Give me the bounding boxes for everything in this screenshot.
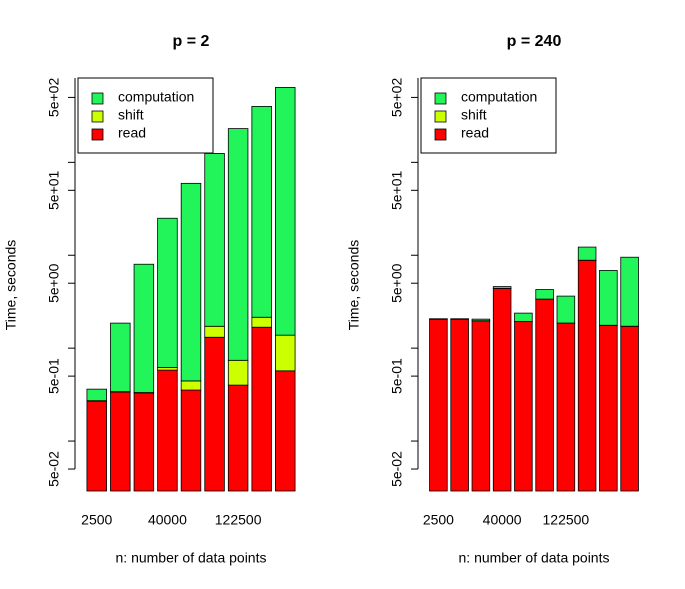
bar-segment xyxy=(275,370,296,492)
bar-segment xyxy=(180,389,202,492)
bar-segment xyxy=(204,153,225,327)
legend-label: shift xyxy=(118,107,144,123)
x-tick-label: 2500 xyxy=(423,512,454,528)
bar-segment xyxy=(227,359,249,386)
bar-segment xyxy=(514,321,533,492)
y-tick-label: 5e+01 xyxy=(46,170,62,210)
bar-segment xyxy=(110,391,131,492)
bar-segment xyxy=(599,324,618,492)
bar-segment xyxy=(251,326,272,492)
legend-label: computation xyxy=(461,89,537,105)
x-tick-label: 122500 xyxy=(543,512,590,528)
y-axis-title: Time, seconds xyxy=(3,240,19,331)
x-tick-label: 2500 xyxy=(81,512,112,528)
legend-swatch xyxy=(91,128,104,141)
y-tick-label: 5e-01 xyxy=(389,358,405,394)
x-tick-label: 40000 xyxy=(148,512,187,528)
y-tick-label: 5e+02 xyxy=(389,78,405,118)
bar-segment xyxy=(204,325,225,338)
bar-segment xyxy=(275,87,296,336)
legend-swatch xyxy=(434,92,447,105)
bar-segment xyxy=(86,400,107,492)
legend-swatch xyxy=(434,128,447,141)
bar-segment xyxy=(535,289,554,300)
bar-segment xyxy=(133,392,155,492)
y-tick-label: 5e+00 xyxy=(389,263,405,303)
bar-segment xyxy=(577,259,597,492)
bar-segment xyxy=(227,384,249,492)
bar-segment xyxy=(157,369,178,492)
bar-segment xyxy=(535,298,554,492)
bar-segment xyxy=(157,217,178,368)
bar-segment xyxy=(492,287,512,492)
legend-swatch xyxy=(91,110,104,123)
bar-segment xyxy=(492,286,512,289)
y-tick-label: 5e+00 xyxy=(46,263,62,303)
bar-segment xyxy=(180,182,202,382)
bar-segment xyxy=(471,320,491,492)
bar-segment xyxy=(620,325,639,492)
bar-segment xyxy=(251,105,272,318)
bar-segment xyxy=(429,318,448,492)
x-tick-label: 40000 xyxy=(483,512,522,528)
bar-segment xyxy=(86,388,107,402)
y-axis-title: Time, seconds xyxy=(346,240,362,331)
bar-segment xyxy=(133,263,155,393)
legend-label: read xyxy=(118,125,146,141)
bar-segment xyxy=(275,334,296,372)
y-tick-label: 5e-02 xyxy=(389,451,405,487)
bar-segment xyxy=(110,322,131,393)
bar-segment xyxy=(620,256,639,327)
bar-segment xyxy=(599,270,618,326)
bar-segment xyxy=(180,380,202,391)
bar-segment xyxy=(227,128,249,361)
chart-title: p = 240 xyxy=(507,33,562,50)
y-tick-label: 5e+02 xyxy=(46,78,62,118)
x-axis-title: n: number of data points xyxy=(459,550,610,566)
legend-swatch xyxy=(434,110,447,123)
legend-swatch xyxy=(91,92,104,105)
y-tick-label: 5e+01 xyxy=(389,170,405,210)
bar-segment xyxy=(251,316,272,328)
bar-segment xyxy=(514,312,533,322)
legend-label: read xyxy=(461,125,489,141)
bar-segment xyxy=(157,367,178,371)
y-tick-label: 5e-02 xyxy=(46,451,62,487)
x-tick-label: 122500 xyxy=(215,512,262,528)
bar-segment xyxy=(556,322,576,492)
bar-segment xyxy=(577,246,597,261)
y-tick-label: 5e-01 xyxy=(46,358,62,394)
legend-label: computation xyxy=(118,89,194,105)
bar-segment xyxy=(204,336,225,492)
x-axis-title: n: number of data points xyxy=(116,550,267,566)
bar-segment xyxy=(471,318,491,322)
bar-segment xyxy=(556,295,576,324)
chart-title: p = 2 xyxy=(173,33,210,50)
bar-segment xyxy=(450,318,469,492)
legend-label: shift xyxy=(461,107,487,123)
